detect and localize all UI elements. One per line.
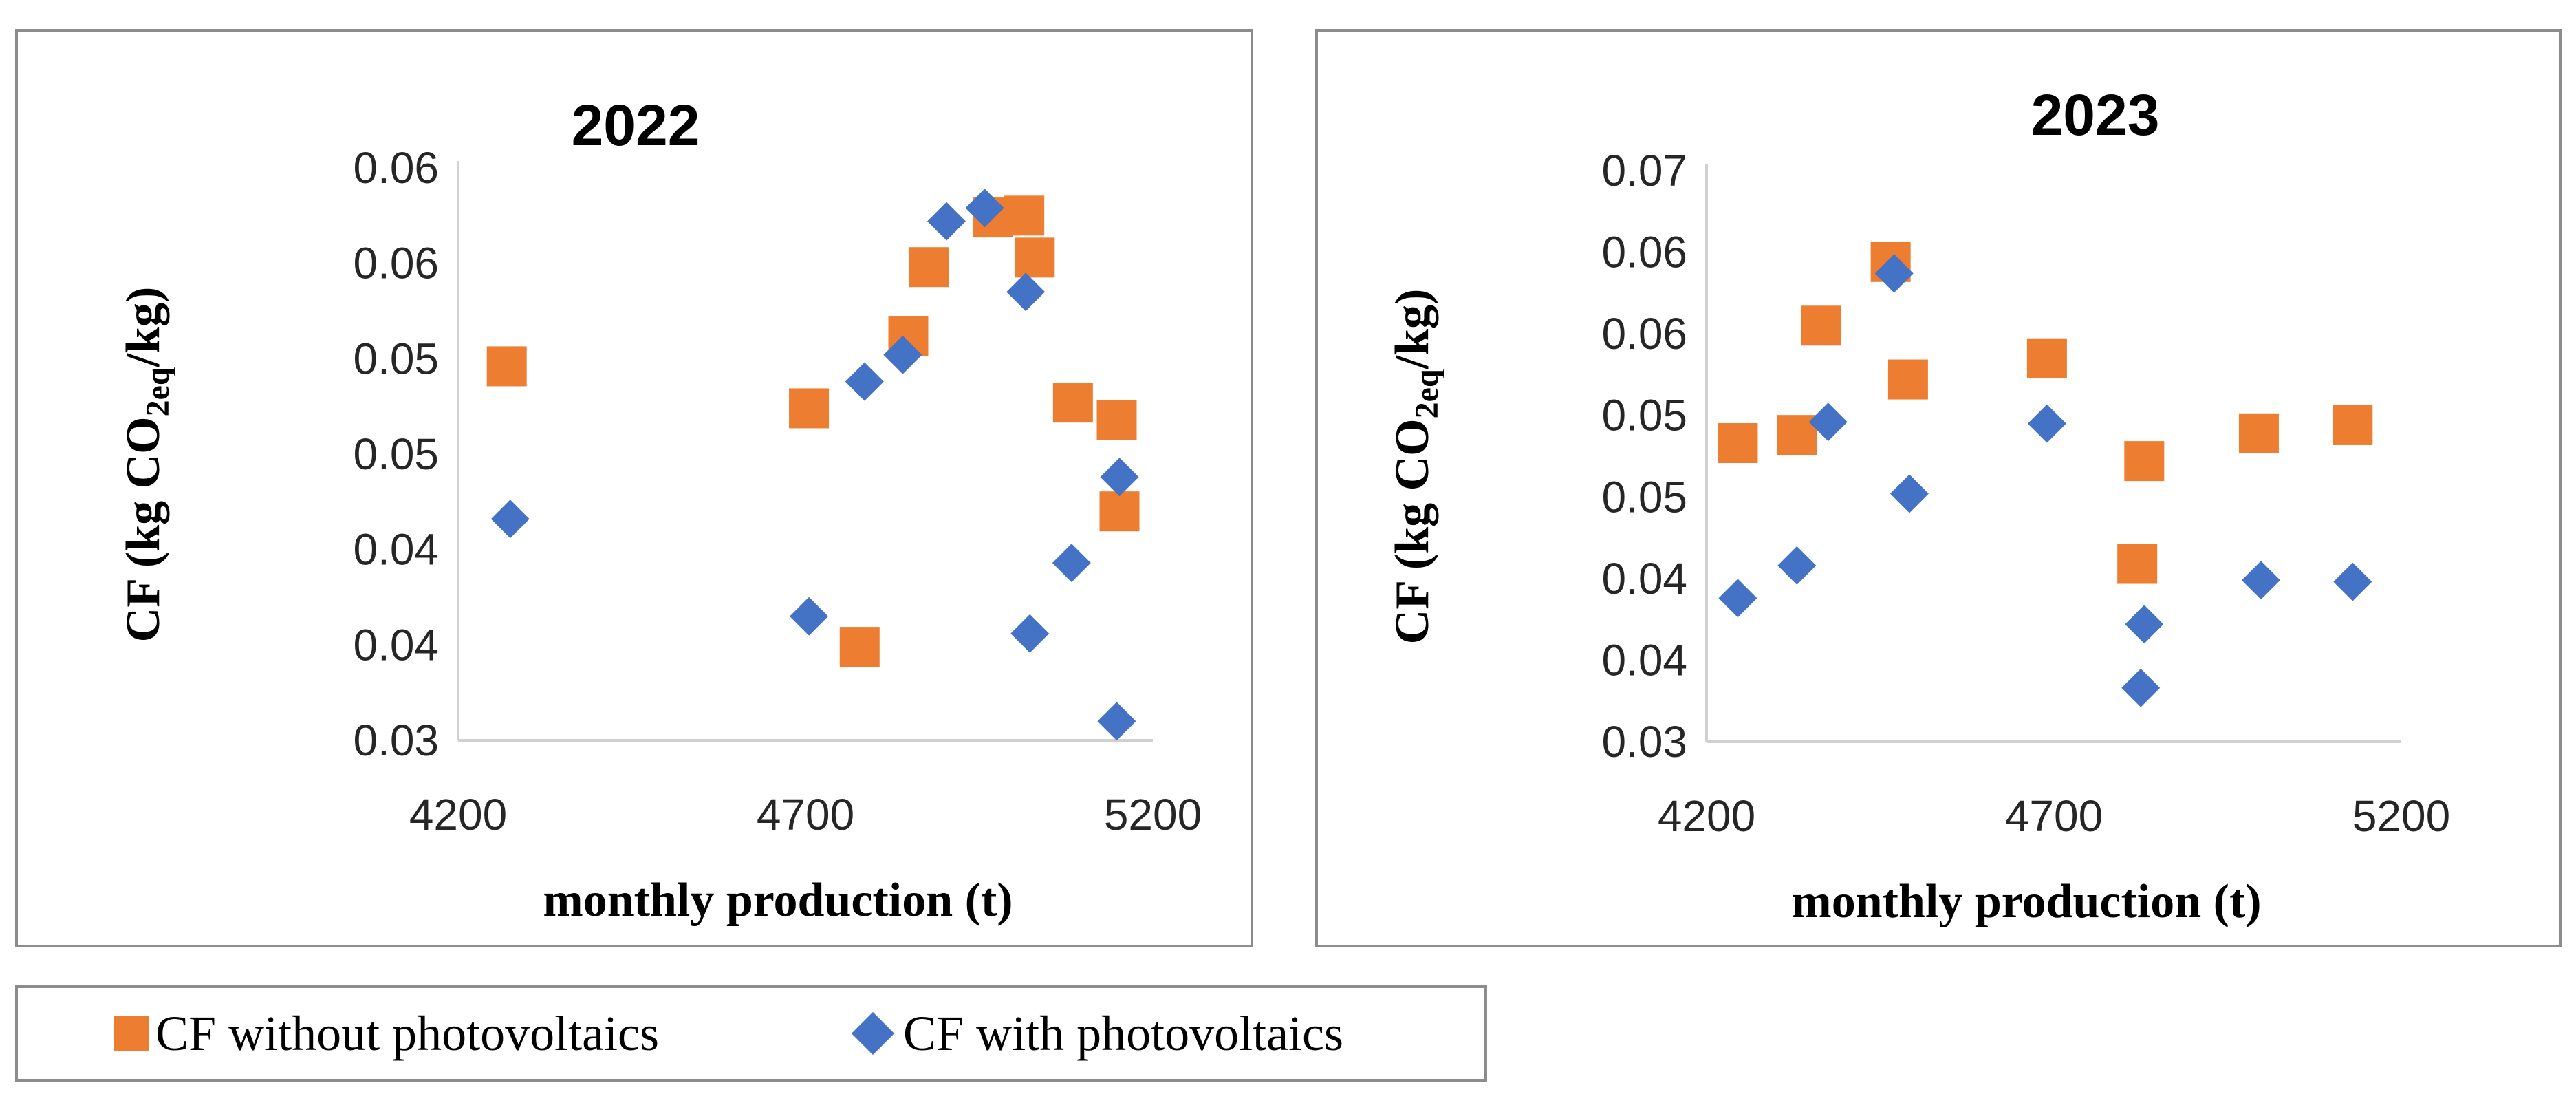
data-point-square [1099, 491, 1140, 532]
y-tick-label: 0.06 [1601, 309, 1687, 358]
y-axis-label: CF (kg CO2eq/kg) [117, 287, 176, 643]
y-tick-label: 0.05 [353, 334, 439, 383]
legend-label-with-pv: CF with photovoltaics [903, 1005, 1344, 1061]
y-tick-label: 0.04 [1601, 635, 1687, 685]
data-point-diamond [1718, 579, 1757, 618]
data-point-square [486, 346, 527, 387]
diamond-marker-icon [851, 1011, 895, 1055]
data-point-square [1096, 400, 1137, 440]
data-point-square [1718, 423, 1758, 464]
data-point-diamond [2125, 605, 2164, 644]
y-tick-label: 0.07 [1601, 146, 1687, 195]
data-point-diamond [2121, 668, 2161, 707]
data-point-diamond [1777, 546, 1817, 585]
data-point-diamond [1006, 272, 1046, 312]
data-point-square [2026, 338, 2067, 378]
legend-item-with-pv: CF with photovoltaics [851, 988, 1344, 1079]
scatter-chart-2022: 2022 0.03 0.04 0.04 0.05 0.05 0.06 0.06 4200 4700… [117, 93, 1202, 927]
y-tick-label: 0.06 [1601, 228, 1687, 277]
data-point-square [2124, 441, 2165, 482]
x-tick-label: 4200 [409, 790, 507, 839]
data-point-diamond [1052, 544, 1091, 583]
chart-panel-2023: 2023 0.03 0.04 0.04 0.05 0.05 0.06 0.06 0.07 4200… [1315, 29, 2562, 947]
data-point-square [2333, 405, 2373, 445]
data-point-square [2238, 413, 2279, 453]
data-point-square [2117, 544, 2158, 584]
y-tick-label: 0.05 [1601, 391, 1687, 440]
y-tick-label: 0.03 [353, 716, 439, 765]
y-tick-label: 0.04 [1601, 554, 1687, 603]
data-point-diamond [1890, 474, 1929, 513]
data-point-diamond [1010, 614, 1050, 653]
legend-item-without-pv: CF without photovoltaics [114, 988, 659, 1079]
chart-title: 2023 [2031, 83, 2160, 147]
data-point-diamond [490, 500, 530, 539]
data-point-diamond [883, 335, 922, 374]
x-tick-label: 4700 [757, 790, 854, 839]
y-tick-label: 0.04 [353, 525, 439, 575]
data-point-square [1887, 359, 1928, 400]
y-tick-label: 0.06 [353, 143, 439, 193]
chart-legend: CF without photovoltaics CF with photovo… [15, 985, 1487, 1082]
data-point-square [789, 388, 830, 429]
data-point-diamond [1097, 702, 1136, 741]
data-point-diamond [1100, 458, 1139, 497]
data-point-square [909, 247, 949, 288]
data-point-diamond [1808, 403, 1848, 442]
chart-panel-2022: 2022 0.03 0.04 0.04 0.05 0.05 0.06 0.06 4200 4700… [15, 29, 1253, 947]
data-point-diamond [1874, 254, 1914, 293]
data-point-square [839, 627, 880, 667]
x-tick-label: 5200 [1104, 790, 1202, 839]
data-point-diamond [790, 597, 829, 636]
x-axis-label: monthly production (t) [1791, 875, 2261, 928]
y-axis-label: CF (kg CO2eq/kg) [1386, 289, 1445, 645]
x-tick-label: 4200 [1658, 791, 1755, 841]
data-point-diamond [2241, 561, 2280, 600]
x-tick-label: 5200 [2352, 791, 2450, 841]
y-tick-label: 0.06 [353, 239, 439, 288]
data-point-diamond [965, 189, 1004, 228]
y-tick-label: 0.05 [1601, 472, 1687, 522]
x-tick-label: 4700 [2005, 791, 2103, 841]
y-tick-label: 0.04 [353, 620, 439, 669]
data-point-square [1801, 305, 1841, 346]
legend-label-without-pv: CF without photovoltaics [155, 1005, 660, 1061]
x-axis-label: monthly production (t) [543, 874, 1013, 927]
data-point-diamond [2027, 404, 2066, 443]
data-point-diamond [845, 362, 884, 401]
data-point-square [1004, 195, 1045, 236]
y-tick-label: 0.05 [353, 429, 439, 479]
data-point-square [1052, 383, 1093, 423]
square-marker-icon [114, 1016, 149, 1051]
data-point-square [1015, 237, 1055, 278]
y-tick-label: 0.03 [1601, 717, 1687, 766]
chart-title: 2022 [572, 93, 700, 158]
data-point-diamond [2333, 562, 2372, 601]
scatter-chart-2023: 2023 0.03 0.04 0.04 0.05 0.05 0.06 0.06 0.07 4200… [1386, 83, 2450, 928]
data-point-diamond [927, 202, 966, 241]
